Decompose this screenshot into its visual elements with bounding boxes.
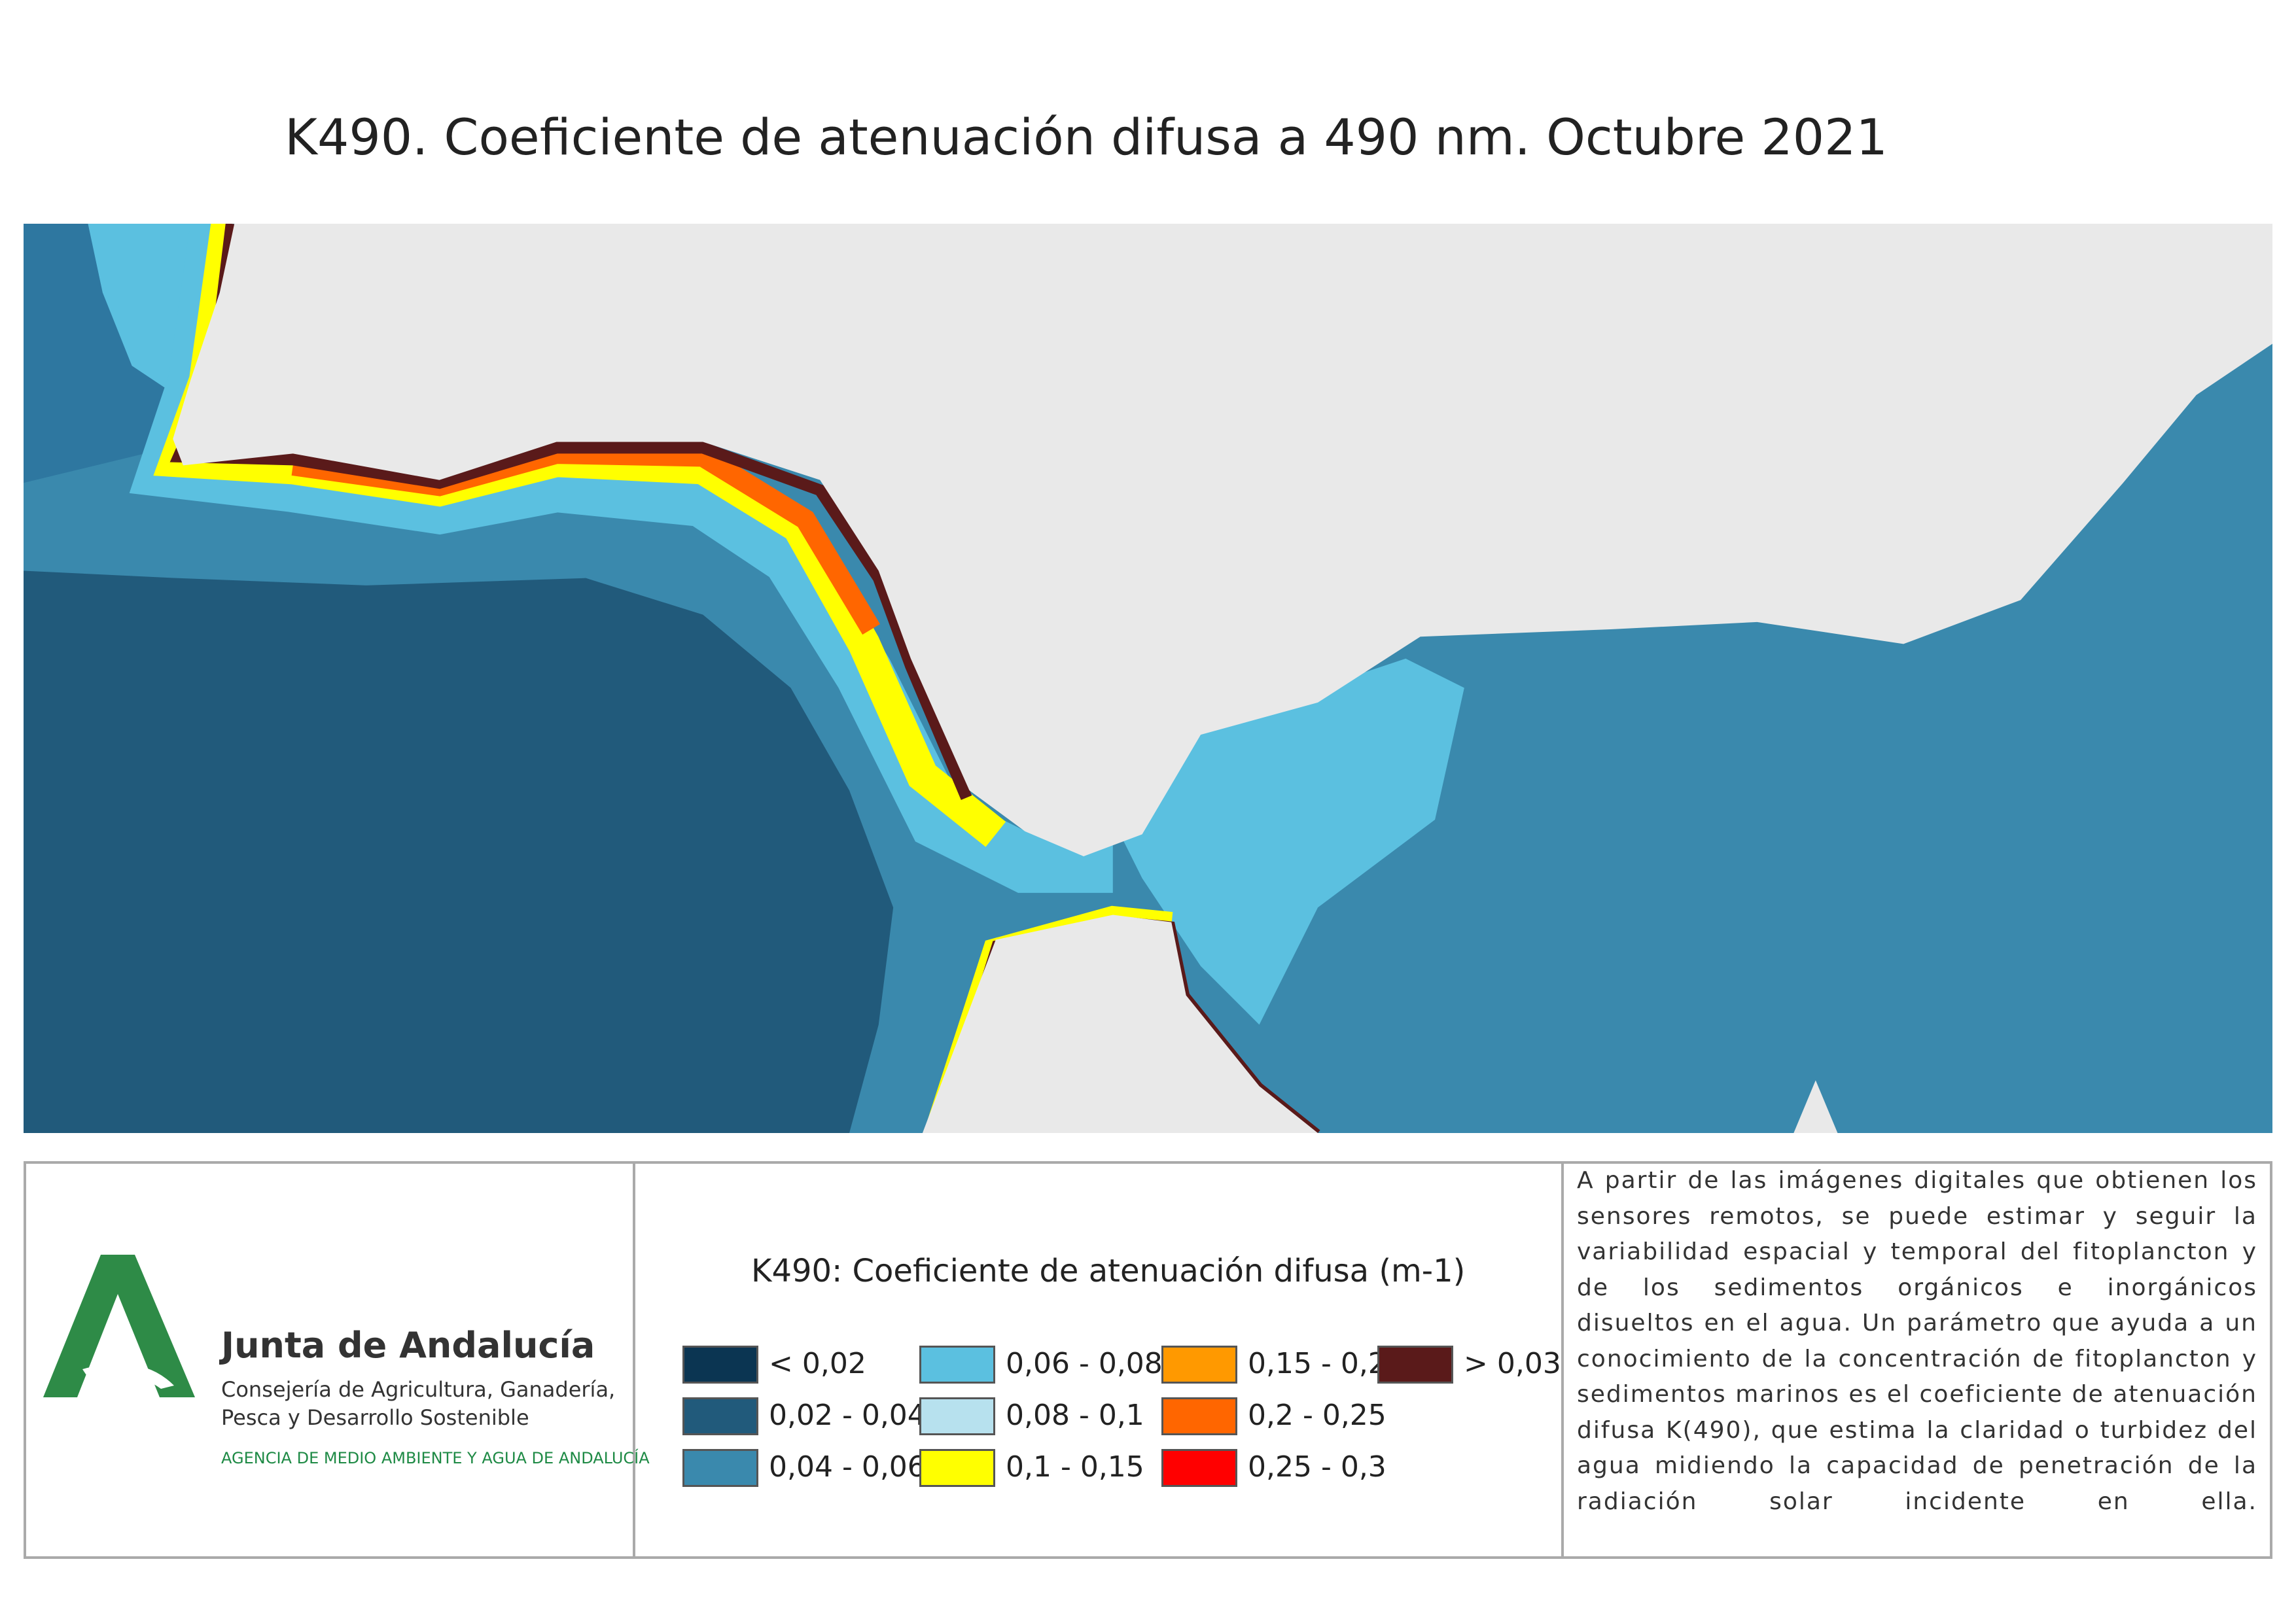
atlantic-deep — [24, 570, 894, 1133]
alboran-light — [1112, 658, 1464, 1025]
legend-label: 0,02 - 0,04 — [769, 1399, 926, 1432]
legend-swatch — [1161, 1397, 1237, 1435]
legend-swatch — [1161, 1449, 1237, 1487]
legend-swatch — [682, 1346, 758, 1384]
legend-label: 0,08 - 0,1 — [1006, 1399, 1144, 1432]
legend-label: 0,25 - 0,3 — [1248, 1450, 1386, 1484]
legend-label: < 0,02 — [769, 1347, 866, 1380]
logo-name: Junta de Andalucía — [221, 1325, 595, 1366]
logo-department: Consejería de Agricultura, Ganadería, — [221, 1377, 616, 1402]
legend-swatch — [682, 1397, 758, 1435]
legend-swatch — [919, 1449, 995, 1487]
legend-swatch — [682, 1449, 758, 1487]
legend-label: 0,1 - 0,15 — [1006, 1450, 1144, 1484]
legend-swatch — [1161, 1346, 1237, 1384]
legend-label: 0,04 - 0,06 — [769, 1450, 926, 1484]
map-title: K490. Coeficiente de atenuación difusa a… — [285, 108, 1888, 166]
logo-swoosh — [82, 1363, 174, 1389]
legend-swatch — [919, 1346, 995, 1384]
divider — [1561, 1161, 1564, 1559]
logo-mark — [43, 1255, 195, 1397]
legend-label: 0,15 - 0,2 — [1248, 1347, 1386, 1380]
legend-label: 0,06 - 0,08 — [1006, 1347, 1163, 1380]
legend-title: K490: Coeficiente de atenuación difusa (… — [751, 1253, 1466, 1289]
land-africa — [922, 915, 1318, 1133]
land-cape — [1793, 1080, 1838, 1133]
logo-agency: AGENCIA DE MEDIO AMBIENTE Y AGUA DE ANDA… — [221, 1449, 650, 1467]
legend-swatch — [919, 1397, 995, 1435]
info-panel — [24, 1161, 2272, 1559]
divider — [633, 1161, 635, 1559]
description: A partir de las imágenes digitales que o… — [1577, 1167, 2257, 1515]
legend-swatch — [1377, 1346, 1453, 1384]
map — [24, 224, 2272, 1133]
legend-label: > 0,03 — [1464, 1347, 1561, 1380]
legend-label: 0,2 - 0,25 — [1248, 1399, 1386, 1432]
land-iberia — [173, 224, 2272, 856]
logo-department: Pesca y Desarrollo Sostenible — [221, 1405, 529, 1430]
logo-a — [43, 1255, 195, 1397]
